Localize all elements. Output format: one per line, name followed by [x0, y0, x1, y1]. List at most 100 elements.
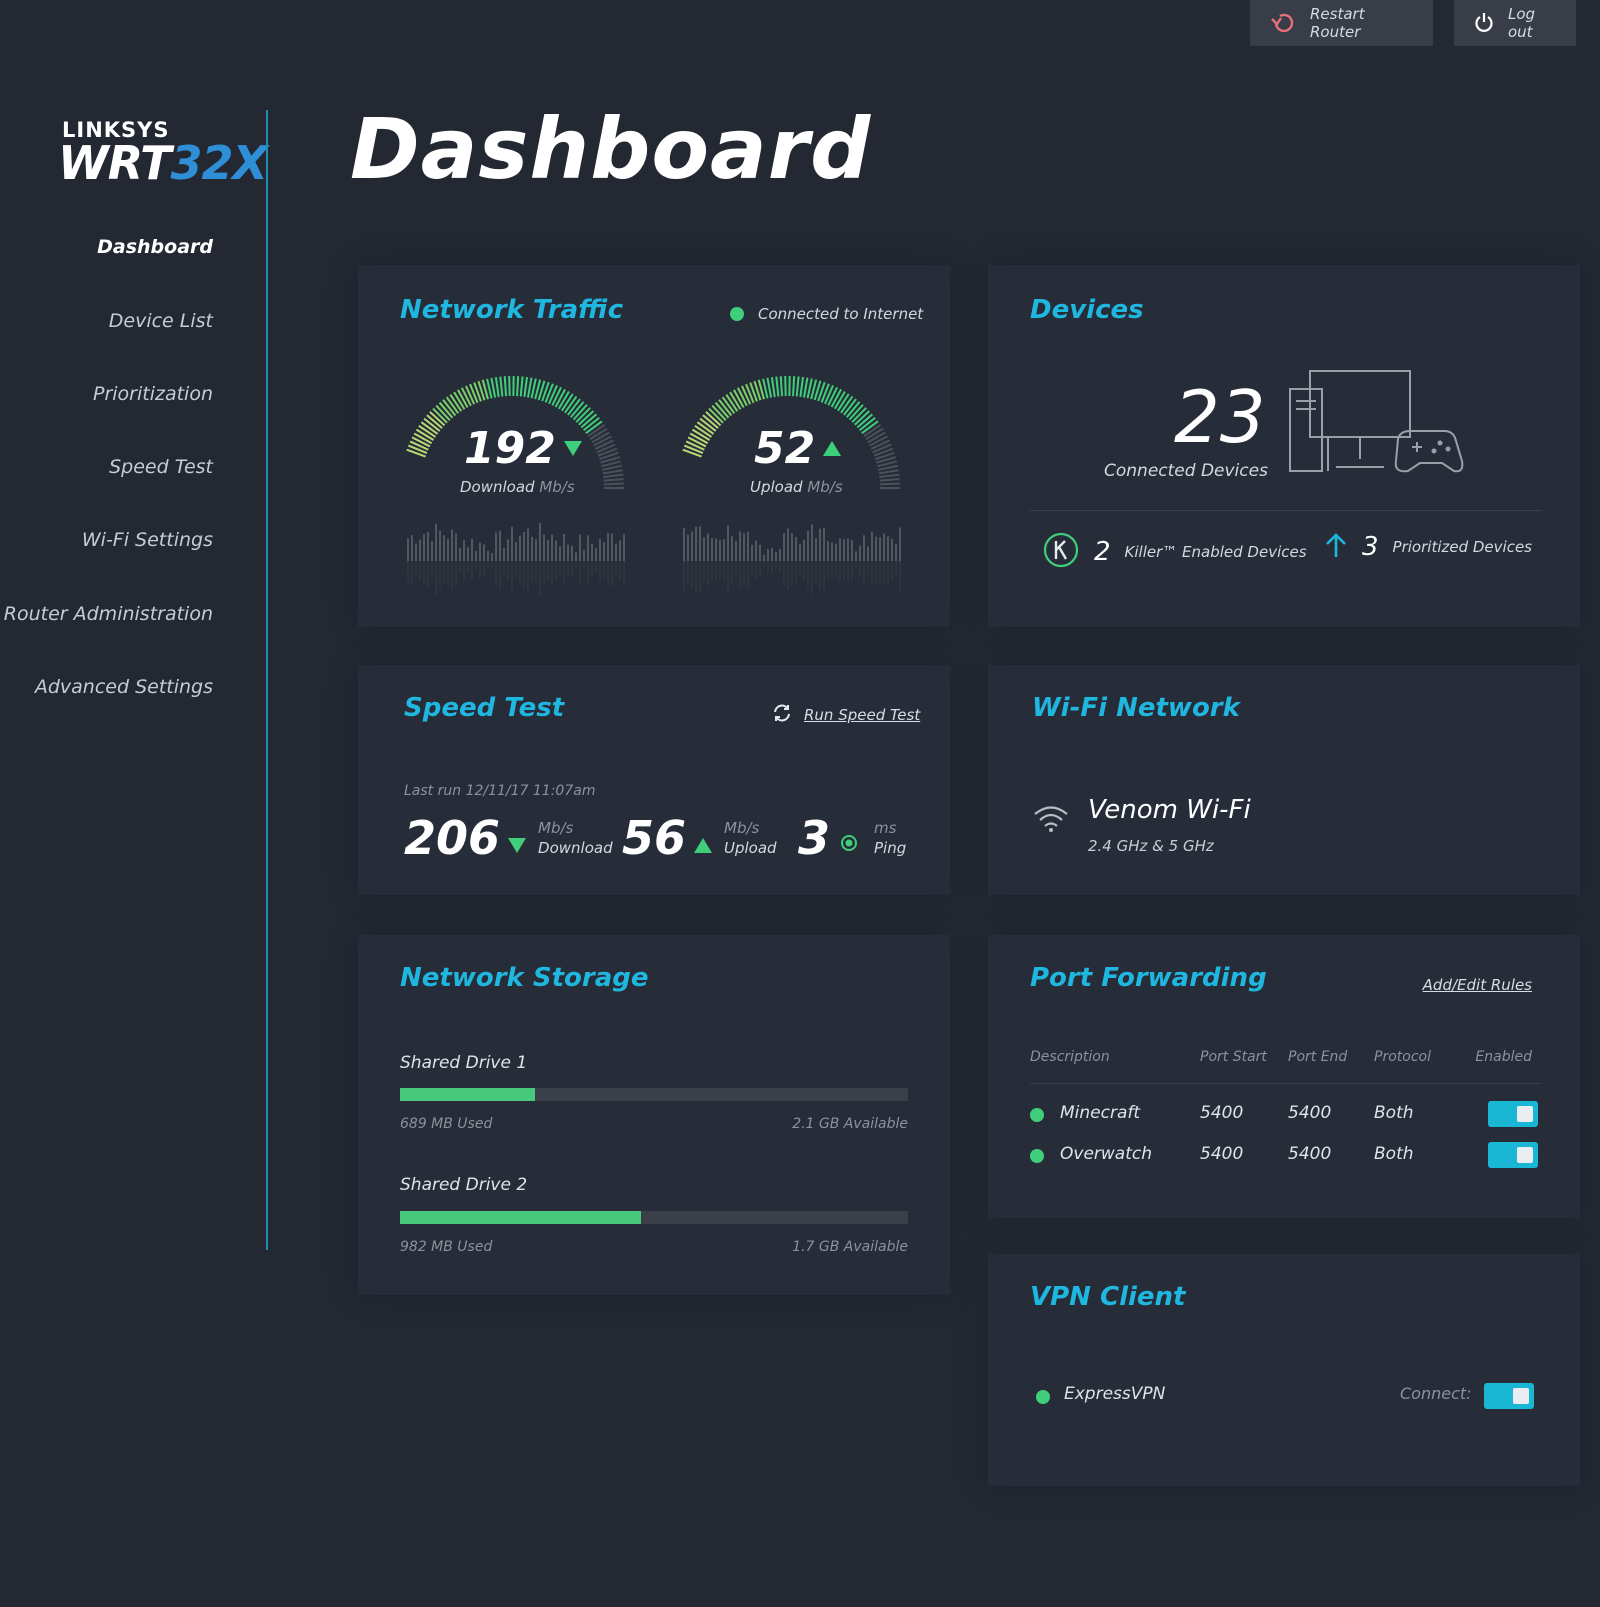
- gauge-tick: [585, 420, 603, 434]
- gauge-tick: [567, 398, 581, 416]
- sidebar-item-device-list[interactable]: Device List: [108, 310, 213, 332]
- page-title: Dashboard: [350, 100, 872, 198]
- wifi-icon: [1032, 803, 1070, 837]
- gauge-tick: [516, 376, 520, 397]
- gauge-tick: [859, 416, 876, 432]
- gauge-tick: [856, 413, 874, 429]
- gauge-tick: [442, 399, 457, 417]
- sidebar-item-wifi-settings[interactable]: Wi-Fi Settings: [81, 529, 213, 551]
- upload-value: 52: [754, 423, 816, 474]
- gauge-tick: [876, 456, 896, 464]
- run-speed-test-button[interactable]: Run Speed Test: [772, 703, 920, 727]
- wifi-network-title: Wi-Fi Network: [1032, 693, 1240, 723]
- vpn-connect-toggle[interactable]: [1484, 1383, 1534, 1409]
- rule-enabled-toggle[interactable]: [1488, 1101, 1538, 1127]
- prioritized-label: Prioritized Devices: [1392, 538, 1532, 556]
- speed-ping-caption: ms Ping: [874, 818, 906, 858]
- upload-waveform: [683, 524, 901, 594]
- gauge-tick: [689, 432, 709, 445]
- gauge-tick: [602, 469, 623, 475]
- upload-label-group: Upload Mb/s: [750, 478, 843, 496]
- sidebar-item-advanced-settings[interactable]: Advanced Settings: [34, 676, 213, 698]
- refresh-icon: [772, 703, 792, 727]
- drive-2-used: 982 MB Used: [400, 1239, 493, 1255]
- sidebar-item-router-administration[interactable]: Router Administration: [3, 603, 213, 625]
- speed-ping-unit: ms: [874, 819, 897, 837]
- killer-icon: [1042, 531, 1080, 573]
- gauge-tick: [580, 413, 598, 429]
- gauge-tick: [824, 385, 834, 405]
- gauge-tick: [827, 386, 838, 406]
- gauge-tick: [599, 451, 619, 461]
- drive-2-available: 1.7 GB Available: [792, 1239, 908, 1255]
- gauge-tick: [597, 447, 618, 457]
- logo-brand: LINKSYS: [62, 118, 170, 142]
- sidebar-item-dashboard[interactable]: Dashboard: [97, 236, 213, 258]
- logo-model: WRT32X: [58, 136, 268, 190]
- logout-label: Log out: [1508, 5, 1536, 41]
- gauge-tick: [411, 436, 431, 448]
- gauge-tick: [583, 416, 600, 432]
- gauge-tick: [600, 456, 620, 464]
- gauge-tick: [810, 379, 818, 400]
- logout-button[interactable]: Log out: [1454, 0, 1576, 46]
- speed-download-value: 206: [404, 811, 501, 865]
- sidebar-divider: [266, 110, 268, 1250]
- speed-download-label: Download: [538, 839, 613, 857]
- devices-divider: [1030, 510, 1542, 511]
- gauge-tick: [519, 376, 524, 397]
- gauge-tick: [541, 381, 550, 402]
- rule-enabled-toggle[interactable]: [1488, 1142, 1538, 1168]
- gauge-tick: [426, 414, 443, 429]
- gauge-tick: [879, 482, 900, 486]
- sidebar-item-speed-test[interactable]: Speed Test: [109, 456, 213, 478]
- run-speed-test-label: Run Speed Test: [804, 706, 921, 724]
- up-arrow-icon: [823, 441, 842, 456]
- status-dot: [1030, 1108, 1044, 1122]
- gauge-tick: [473, 382, 482, 402]
- port-forwarding-card: Port Forwarding Add/Edit Rules Descripti…: [988, 935, 1580, 1218]
- network-storage-title: Network Storage: [400, 963, 649, 993]
- gauge-tick: [725, 393, 739, 412]
- gauge-tick: [682, 448, 702, 458]
- speed-upload-label: Upload: [724, 839, 777, 857]
- gauge-tick: [854, 410, 871, 426]
- speed-ping: 3 ms Ping: [798, 811, 906, 865]
- gauge-tick: [779, 376, 784, 397]
- gauge-tick: [503, 376, 508, 397]
- gauge-tick: [879, 473, 900, 479]
- gauge-tick: [596, 443, 616, 454]
- drive-2-usage-bar: [400, 1211, 908, 1224]
- rule-description: Overwatch: [1060, 1144, 1152, 1164]
- rule-port-start: 5400: [1200, 1144, 1244, 1164]
- wifi-bands: 2.4 GHz & 5 GHz: [1088, 837, 1214, 855]
- speed-upload-value: 56: [622, 811, 687, 865]
- download-unit: Mb/s: [539, 478, 575, 496]
- gauge-tick: [578, 410, 595, 426]
- drive-2-usage-fill: [400, 1211, 642, 1224]
- gauge-tick: [737, 387, 748, 407]
- gauge-tick: [423, 417, 441, 432]
- sidebar-item-prioritization[interactable]: Prioritization: [92, 383, 213, 405]
- gauge-tick: [409, 440, 429, 451]
- gauge-tick: [837, 393, 850, 412]
- gauge-tick: [557, 391, 570, 410]
- rule-protocol: Both: [1374, 1144, 1414, 1164]
- add-edit-rules-link[interactable]: Add/Edit Rules: [1422, 976, 1532, 994]
- gauge-tick: [872, 443, 892, 454]
- gauge-tick: [817, 381, 826, 402]
- column-header-enabled: Enabled: [1475, 1049, 1532, 1065]
- gauge-tick: [861, 420, 879, 434]
- gauge-tick: [733, 389, 745, 408]
- gauge-tick: [694, 425, 713, 438]
- drive-1-used: 689 MB Used: [400, 1116, 493, 1132]
- speed-download-unit: Mb/s: [538, 819, 574, 837]
- last-run-text: Last run 12/11/17 11:07am: [404, 783, 596, 799]
- gauge-tick: [877, 460, 898, 468]
- restart-router-button[interactable]: Restart Router: [1250, 0, 1433, 46]
- gauge-tick: [406, 448, 426, 458]
- gauge-tick: [687, 436, 707, 448]
- down-arrow-icon: [508, 837, 527, 853]
- gauge-tick: [691, 428, 711, 441]
- connected-devices-count: 23: [1174, 375, 1266, 459]
